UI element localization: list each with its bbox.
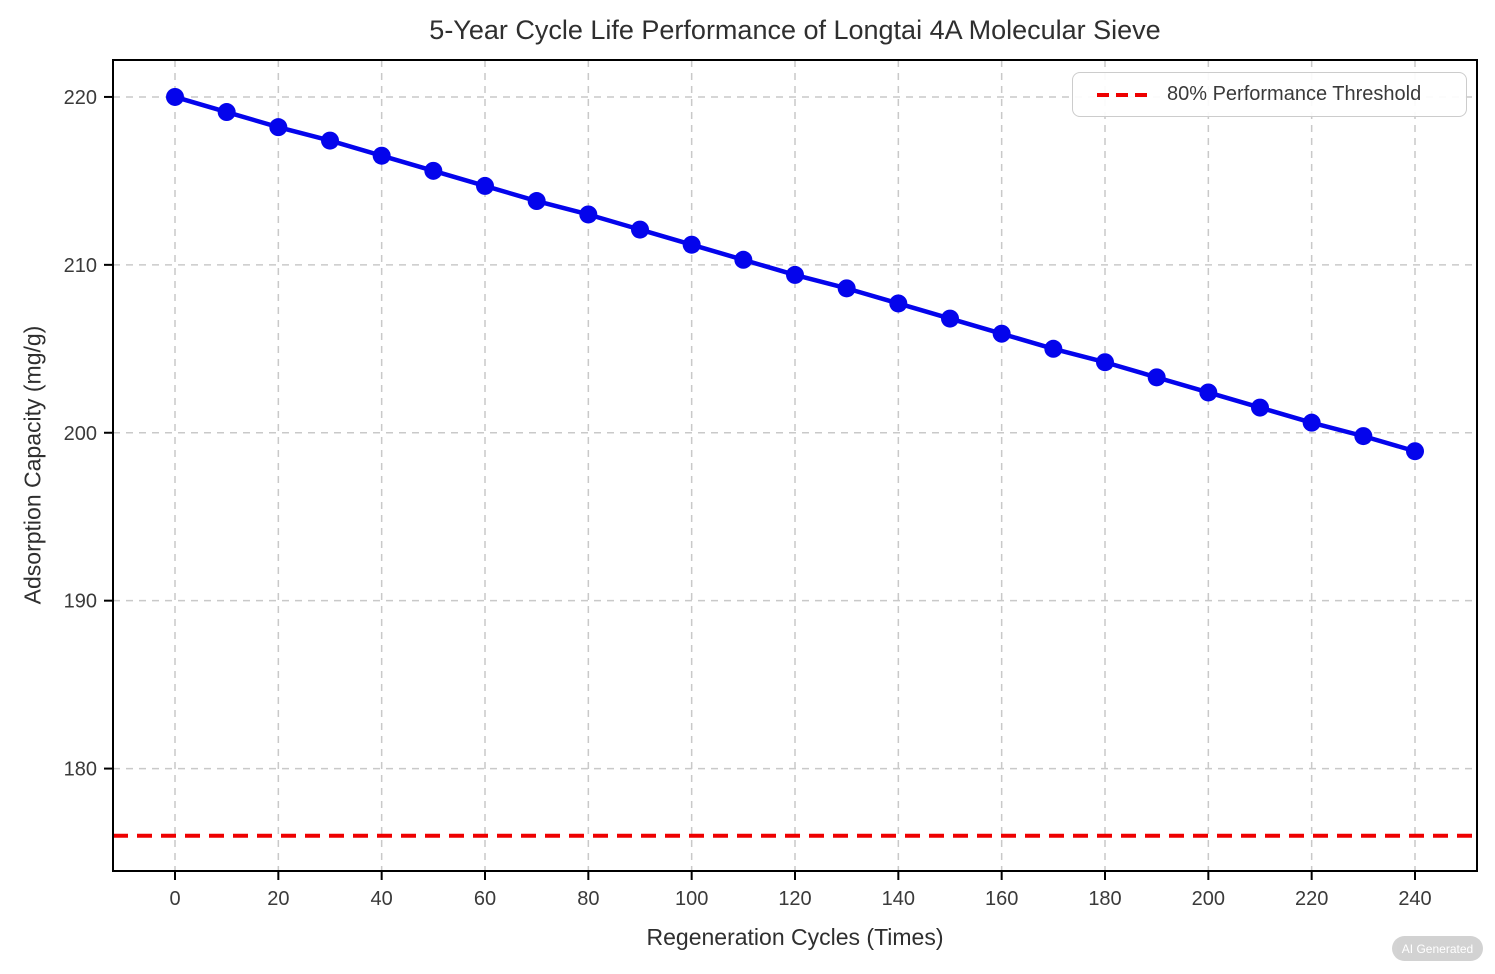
- data-point-marker: [321, 131, 339, 150]
- data-point-marker: [941, 309, 959, 328]
- data-point-marker: [631, 220, 649, 239]
- data-point-marker: [1302, 413, 1321, 432]
- data-point-marker: [1147, 368, 1166, 387]
- data-point-marker: [269, 118, 288, 137]
- legend-label: 80% Performance Threshold: [1167, 83, 1422, 105]
- x-tick-label: 0: [169, 888, 180, 910]
- data-point-marker: [1354, 427, 1373, 446]
- y-tick-label: 190: [64, 591, 97, 613]
- x-tick-label: 40: [371, 888, 393, 910]
- y-tick-label: 180: [64, 759, 97, 781]
- data-point-marker: [734, 250, 753, 269]
- x-tick-label: 60: [474, 888, 496, 910]
- y-axis-label: Adsorption Capacity (mg/g): [19, 325, 46, 605]
- data-point-marker: [889, 294, 908, 313]
- x-axis-label: Regeneration Cycles (Times): [646, 924, 944, 950]
- data-point-marker: [166, 87, 184, 106]
- data-point-marker: [476, 176, 494, 195]
- data-point-marker: [372, 146, 391, 165]
- data-point-marker: [424, 161, 443, 180]
- data-point-marker: [682, 235, 701, 254]
- y-tick-label: 210: [64, 255, 97, 277]
- data-point-marker: [527, 192, 546, 211]
- y-tick-label: 200: [64, 423, 97, 445]
- x-tick-label: 140: [882, 888, 915, 910]
- y-tick-label: 220: [64, 87, 97, 109]
- ai-generated-badge: AI Generated: [1392, 936, 1483, 961]
- data-point-marker: [992, 324, 1011, 343]
- data-point-marker: [1044, 339, 1063, 358]
- x-tick-label: 80: [577, 888, 599, 910]
- legend-box: 80% Performance Threshold: [1072, 72, 1467, 117]
- x-tick-label: 220: [1295, 888, 1328, 910]
- x-tick-label: 120: [778, 888, 811, 910]
- x-tick-label: 20: [267, 888, 289, 910]
- data-point-marker: [786, 265, 804, 284]
- x-tick-label: 160: [985, 888, 1018, 910]
- data-point-marker: [217, 103, 236, 122]
- chart-title: 5-Year Cycle Life Performance of Longtai…: [429, 15, 1161, 45]
- data-point-marker: [837, 279, 856, 298]
- x-tick-label: 100: [675, 888, 708, 910]
- data-point-marker: [579, 205, 598, 224]
- x-tick-label: 200: [1192, 888, 1225, 910]
- x-tick-label: 180: [1088, 888, 1121, 910]
- threshold-legend-swatch: [1097, 92, 1149, 97]
- x-tick-label: 240: [1398, 888, 1431, 910]
- data-point-marker: [1406, 442, 1424, 461]
- data-point-marker: [1251, 398, 1269, 417]
- data-point-marker: [1096, 353, 1114, 372]
- data-point-marker: [1199, 383, 1218, 402]
